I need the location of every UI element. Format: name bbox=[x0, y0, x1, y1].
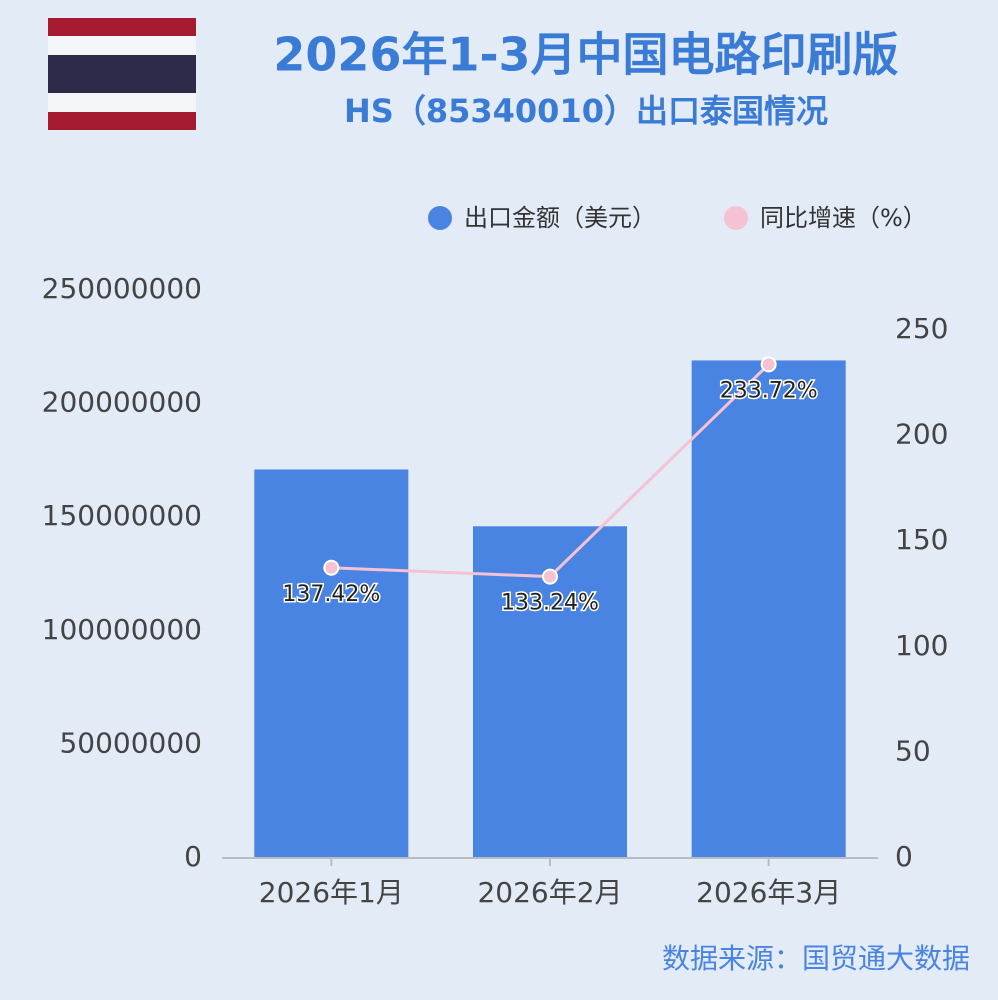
flag bbox=[48, 18, 196, 130]
x-tick-label: 2026年1月 bbox=[259, 876, 404, 909]
y-tick-label: 250000000 bbox=[42, 272, 202, 305]
bar bbox=[691, 360, 846, 858]
x-tick-label: 2026年2月 bbox=[477, 876, 622, 909]
x-tick-label: 2026年3月 bbox=[696, 876, 841, 909]
y2-tick-label: 250 bbox=[895, 312, 948, 345]
legend-label: 同比增速（%） bbox=[760, 204, 927, 232]
y2-tick-label: 0 bbox=[895, 840, 913, 873]
y-tick-label: 0 bbox=[184, 840, 202, 873]
point bbox=[760, 356, 777, 373]
data-label: 137.42% bbox=[282, 582, 380, 607]
bar bbox=[254, 469, 409, 858]
y2-tick-label: 150 bbox=[895, 523, 948, 556]
y-tick-label: 150000000 bbox=[42, 499, 202, 532]
chart-subtitle: HS（85340010）出口泰国情况 bbox=[344, 92, 828, 130]
legend-label: 出口金额（美元） bbox=[464, 204, 656, 232]
y-tick-label: 100000000 bbox=[42, 613, 202, 646]
y2-tick-label: 50 bbox=[895, 734, 931, 767]
point bbox=[542, 568, 558, 585]
y2-tick-label: 200 bbox=[895, 418, 948, 451]
source: 数据来源：国贸通大数据 bbox=[662, 942, 970, 975]
y-tick-label: 200000000 bbox=[42, 386, 202, 419]
point bbox=[323, 559, 340, 576]
y-tick-label: 50000000 bbox=[59, 726, 202, 759]
data-label: 233.72% bbox=[720, 378, 818, 403]
legend-marker bbox=[428, 206, 452, 230]
y2-tick-label: 100 bbox=[895, 629, 948, 662]
data-label: 133.24% bbox=[501, 591, 599, 616]
legend-marker bbox=[724, 206, 748, 230]
chart-title: 2026年1-3月中国电路印刷版 bbox=[273, 28, 898, 82]
